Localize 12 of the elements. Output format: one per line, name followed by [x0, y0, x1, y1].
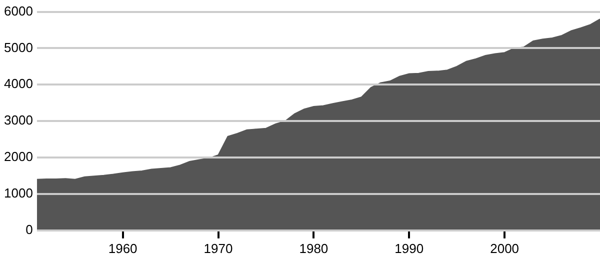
y-tick-label: 3000 — [4, 112, 33, 128]
y-tick-label: 6000 — [4, 3, 33, 18]
y-tick-label: 2000 — [4, 149, 33, 164]
y-tick-label: 5000 — [4, 40, 33, 55]
x-tick-label: 1970 — [204, 240, 233, 256]
x-tick-label: 2000 — [490, 240, 520, 256]
x-tick-label: 1960 — [108, 240, 138, 256]
x-tick-label: 1980 — [299, 240, 328, 256]
x-tick-label: 1990 — [394, 240, 424, 256]
y-tick-label: 0 — [26, 222, 33, 237]
y-tick-label: 1000 — [4, 186, 33, 201]
y-tick-label: 4000 — [4, 76, 33, 92]
